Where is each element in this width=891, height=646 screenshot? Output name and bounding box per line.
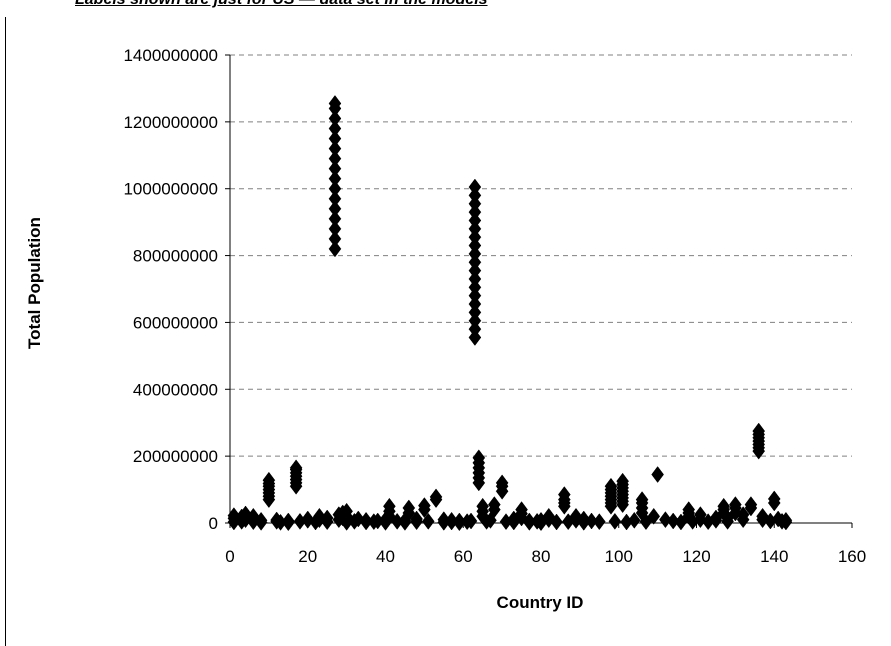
data-point [328,95,342,112]
data-point [694,506,707,524]
data-point [247,507,260,525]
y-tick-label: 1000000000 [123,180,218,199]
data-point [410,510,423,528]
data-point [262,471,276,489]
data-point [682,501,696,519]
data-point [328,110,342,127]
data-point [328,150,342,168]
data-point [651,466,664,483]
data-point [744,496,758,514]
data-point [328,230,342,248]
data-point [402,499,416,517]
x-tick-label: 40 [376,547,395,566]
x-tick-label: 120 [682,547,710,566]
x-tick-label: 60 [454,547,473,566]
y-tick-label: 400000000 [133,380,218,399]
x-tick-label: 80 [532,547,551,566]
data-point [328,120,342,137]
y-tick-label: 0 [209,514,218,533]
data-point [421,512,435,530]
data-point [752,422,766,440]
data-point [550,513,563,531]
grid-lines [230,54,852,457]
data-point [604,477,618,495]
x-tick-label: 0 [225,547,234,566]
data-point [254,511,268,529]
data-point [383,497,396,515]
y-tick-label: 800000000 [133,247,218,266]
x-tick-label: 100 [605,547,633,566]
data-point [476,497,489,515]
x-axis-label: Country ID [497,593,584,612]
data-point [340,502,353,520]
data-point [328,220,342,238]
x-tick-label: 20 [298,547,317,566]
data-point [488,496,501,514]
data-point [468,178,482,196]
data-point [328,190,342,208]
data-point [328,160,342,178]
top-caption: Labels shown are just for US — data set … [75,0,488,9]
y-tick-label: 1400000000 [123,46,218,65]
data-point [359,511,373,529]
data-point [320,509,334,527]
data-point [616,472,629,490]
y-tick-label: 600000000 [133,313,218,332]
data-point [767,490,781,508]
data-point [635,491,649,509]
data-point [729,496,742,514]
data-point [627,511,641,529]
y-axis-label: Total Population [25,217,44,349]
frame-border [5,17,6,646]
x-tick-label: 160 [838,547,866,566]
data-point [418,497,431,515]
data-point [328,140,342,158]
data-point [666,512,680,530]
data-point [659,511,672,529]
y-tick-label: 1200000000 [123,113,218,132]
y-tick-label: 200000000 [133,447,218,466]
data-point [328,200,342,218]
data-point [472,449,486,467]
data-point [717,497,731,515]
data-point [328,130,342,147]
data-point [282,512,295,530]
data-point [593,513,606,531]
data-point [495,474,509,492]
data-point [328,170,342,188]
data-point [464,512,478,530]
data-point [328,240,342,258]
data-point [779,511,793,529]
data-point [429,488,443,506]
data-point [328,210,342,228]
data-point [558,486,571,504]
tick-labels: 0 200000000 400000000 600000000 800000000 100… [123,46,866,566]
data-point [608,512,622,530]
data-points [227,95,793,532]
data-point [289,459,303,477]
data-point [328,180,342,198]
data-point [736,506,750,524]
data-point [647,507,661,525]
data-point [515,501,528,519]
x-tick-label: 140 [760,547,788,566]
